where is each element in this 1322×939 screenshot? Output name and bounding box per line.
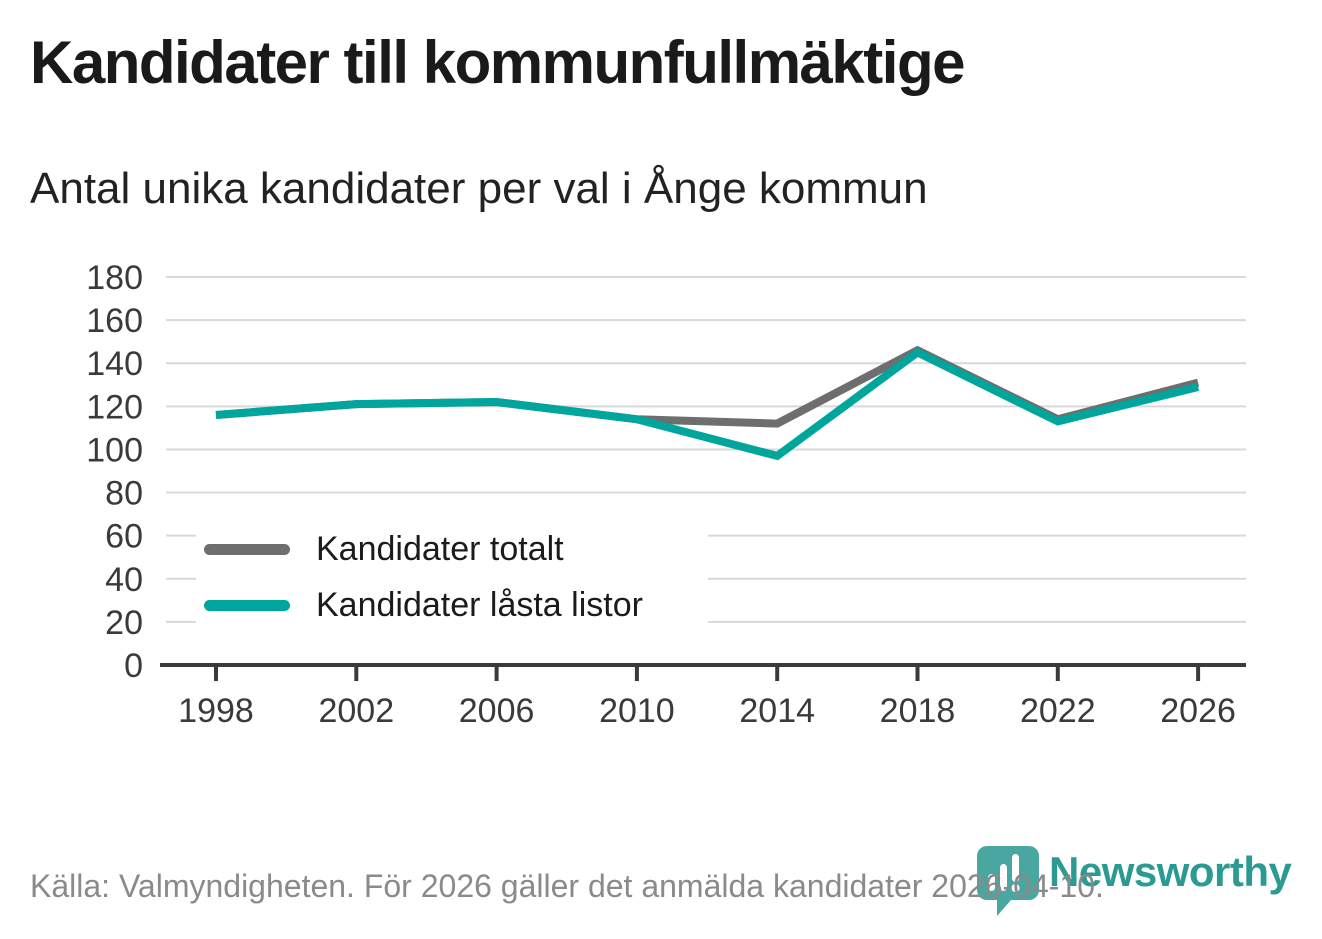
- source-note: Källa: Valmyndigheten. För 2026 gäller d…: [30, 868, 1104, 904]
- y-axis-label: 100: [86, 431, 143, 469]
- x-axis-label: 2010: [599, 692, 675, 730]
- legend-label-lasta-listor: Kandidater låsta listor: [316, 585, 643, 624]
- x-axis-label: 2022: [1020, 692, 1096, 730]
- legend-swatch-gray: [204, 543, 290, 555]
- newsworthy-logo: Newsworthy: [977, 846, 1292, 916]
- newsworthy-pin-barchart-icon: [977, 846, 1039, 916]
- y-axis-label: 40: [105, 561, 143, 599]
- series-line-1: [215, 347, 1200, 461]
- x-axis-label: 2002: [318, 692, 394, 730]
- x-axis-label: 2026: [1160, 692, 1236, 730]
- y-axis-label: 160: [86, 302, 143, 340]
- y-axis-label: 0: [124, 647, 143, 685]
- page-title: Kandidater till kommunfullmäktige: [30, 29, 965, 96]
- newsworthy-wordmark: Newsworthy: [1049, 848, 1292, 895]
- y-axis-label: 180: [86, 259, 143, 297]
- y-axis-label: 20: [105, 604, 143, 642]
- legend-item-lasta-listor: Kandidater låsta listor: [196, 584, 708, 626]
- y-axis-label: 80: [105, 475, 143, 513]
- legend-swatch-teal: [204, 599, 290, 611]
- y-axis-label: 60: [105, 518, 143, 556]
- legend-label-totalt: Kandidater totalt: [316, 529, 564, 568]
- chart-legend: Kandidater totalt Kandidater låsta listo…: [196, 522, 708, 632]
- y-axis-label: 120: [86, 388, 143, 426]
- x-axis-label: 2014: [739, 692, 815, 730]
- legend-item-totalt: Kandidater totalt: [196, 528, 708, 570]
- chart-subtitle: Antal unika kandidater per val i Ånge ko…: [30, 164, 928, 213]
- x-axis-label: 2006: [459, 692, 535, 730]
- x-axis-label: 1998: [178, 692, 254, 730]
- x-axis-label: 2018: [880, 692, 956, 730]
- y-axis-label: 140: [86, 345, 143, 383]
- series-line-0: [215, 345, 1200, 428]
